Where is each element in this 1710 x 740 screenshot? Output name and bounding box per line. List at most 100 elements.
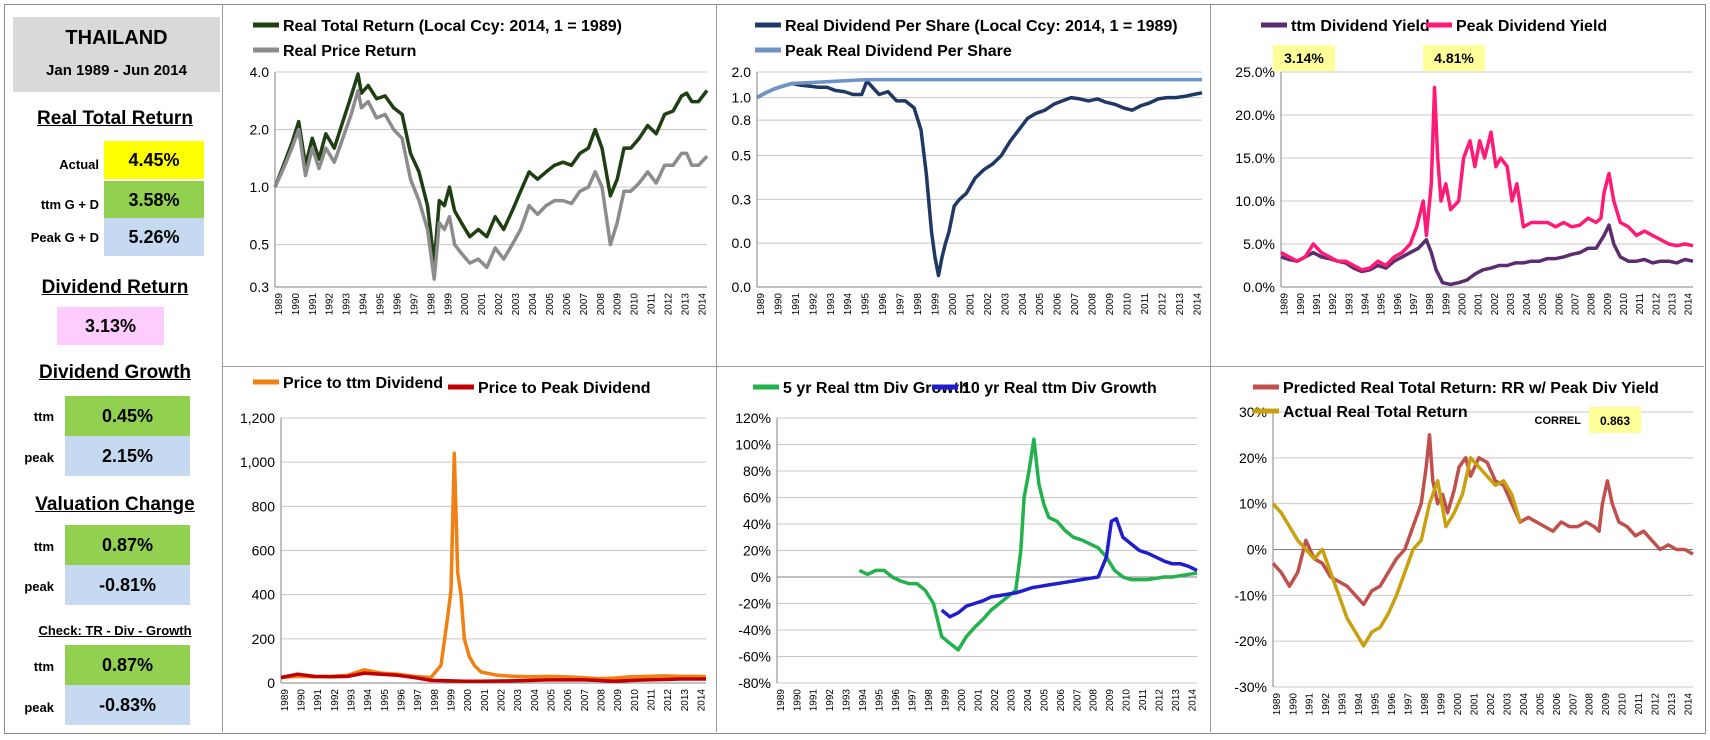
x-tick-label: 2001 xyxy=(965,293,976,316)
x-tick-label: 2001 xyxy=(1474,293,1485,316)
x-tick-label: 1997 xyxy=(409,293,420,316)
x-tick-label: 1999 xyxy=(1441,293,1452,316)
y-tick-label: 0.8 xyxy=(732,112,752,128)
price-to-dividend-chart: 0 200 400 600 800 1,000 1,200 1989 1990 1991 1992 1… xyxy=(240,375,708,712)
y-tick-label: 2.0 xyxy=(250,122,270,138)
column-divider-1 xyxy=(716,4,717,732)
x-tick-label: 2000 xyxy=(1457,293,1468,316)
legend-label: Price to ttm Dividend xyxy=(283,375,443,392)
dividend-return-value: 3.13% xyxy=(57,307,164,345)
row-divider xyxy=(222,366,1704,367)
x-tick-label: 2000 xyxy=(957,689,968,712)
y-tick-label: 100% xyxy=(735,437,771,453)
yield-badge-label: 3.14% xyxy=(1284,50,1324,66)
rtr-ttm-label: ttm G + D xyxy=(40,197,99,212)
x-tick-label: 2013 xyxy=(1667,293,1678,316)
x-tick-label: 2013 xyxy=(1667,693,1678,716)
x-tick-label: 1990 xyxy=(1288,693,1299,716)
dg-peak-value: 2.15% xyxy=(65,436,190,476)
y-tick-label: -30% xyxy=(1234,679,1267,695)
legend-label: ttm Dividend Yield xyxy=(1291,18,1430,35)
y-tick-label: -80% xyxy=(738,675,771,691)
x-tick-label: 1990 xyxy=(792,689,803,712)
x-tick-label: 1999 xyxy=(447,689,458,712)
x-tick-label: 2014 xyxy=(1192,293,1203,316)
x-tick-label: 2009 xyxy=(613,689,624,712)
series-line xyxy=(940,516,1198,619)
x-tick-label: 1991 xyxy=(308,293,319,316)
yield-badge-label: 4.81% xyxy=(1434,50,1474,66)
x-tick-label: 2002 xyxy=(1490,293,1501,316)
x-tick-label: 2000 xyxy=(948,293,959,316)
x-tick-label: 1989 xyxy=(280,689,291,712)
x-tick-label: 1999 xyxy=(443,293,454,316)
y-tick-label: 1,000 xyxy=(240,454,275,470)
y-tick-label: 0.0 xyxy=(732,235,752,251)
x-tick-label: 1995 xyxy=(861,293,872,316)
x-tick-label: 2000 xyxy=(1453,693,1464,716)
x-tick-label: 1991 xyxy=(1305,693,1316,716)
series-line xyxy=(1280,85,1694,272)
x-tick-label: 2003 xyxy=(1000,293,1011,316)
y-tick-label: 60% xyxy=(743,490,771,506)
y-tick-label: 5.0% xyxy=(1243,236,1275,252)
x-tick-label: 2010 xyxy=(630,689,641,712)
x-tick-label: 2010 xyxy=(1122,689,1133,712)
y-tick-label: 1.0 xyxy=(250,179,270,195)
y-tick-label: -10% xyxy=(1234,587,1267,603)
x-tick-label: 2014 xyxy=(697,293,708,316)
x-tick-label: 1997 xyxy=(1404,693,1415,716)
series-line xyxy=(273,88,709,281)
vc-peak-label: peak xyxy=(24,579,54,594)
x-tick-label: 1999 xyxy=(941,689,952,712)
x-tick-label: 1992 xyxy=(1328,293,1339,316)
y-tick-label: 200 xyxy=(252,631,276,647)
x-tick-label: 1992 xyxy=(330,689,341,712)
x-tick-label: 1993 xyxy=(347,689,358,712)
predicted-vs-actual-chart: -30% -20% -10% 0% 10% 20% 30% 1989 1990 1991 1992 1… xyxy=(1234,380,1694,716)
x-tick-label: 1991 xyxy=(791,293,802,316)
x-tick-label: 1992 xyxy=(1321,693,1332,716)
x-tick-label: 2011 xyxy=(1635,293,1646,315)
y-tick-label: 40% xyxy=(743,516,771,532)
x-tick-label: 2006 xyxy=(1552,693,1563,716)
x-tick-label: 1997 xyxy=(896,293,907,316)
x-tick-label: 1998 xyxy=(913,293,924,316)
y-tick-label: 10% xyxy=(1239,496,1267,512)
x-tick-label: 1995 xyxy=(1371,693,1382,716)
x-tick-label: 1991 xyxy=(809,689,820,712)
x-tick-label: 1989 xyxy=(1280,293,1291,316)
period-label: Jan 1989 - Jun 2014 xyxy=(46,62,187,79)
x-tick-label: 2001 xyxy=(480,689,491,712)
x-tick-label: 2004 xyxy=(1018,293,1029,316)
x-tick-label: 2002 xyxy=(497,689,508,712)
x-tick-label: 1989 xyxy=(1272,693,1283,716)
x-tick-label: 2011 xyxy=(647,293,658,315)
real-total-return-chart: 0.3 0.5 1.0 2.0 4.0 1989 1990 1991 1992 1993 1994 1… xyxy=(250,18,709,316)
x-tick-label: 2014 xyxy=(1684,293,1695,316)
x-tick-label: 1996 xyxy=(1393,293,1404,316)
legend-label: Real Dividend Per Share (Local Ccy: 2014… xyxy=(785,18,1178,35)
x-tick-label: 2007 xyxy=(1568,693,1579,716)
correl-value: 0.863 xyxy=(1600,414,1630,428)
x-tick-label: 1993 xyxy=(1344,293,1355,316)
y-tick-label: 0% xyxy=(1247,542,1267,558)
x-tick-label: 2005 xyxy=(1039,689,1050,712)
x-tick-label: 2012 xyxy=(1651,293,1662,316)
dg-peak-label: peak xyxy=(24,450,54,465)
x-tick-label: 1998 xyxy=(1425,293,1436,316)
y-tick-label: 600 xyxy=(252,543,276,559)
x-tick-label: 1993 xyxy=(1338,693,1349,716)
y-tick-label: 120% xyxy=(735,410,771,426)
x-tick-label: 2009 xyxy=(1601,693,1612,716)
rtr-actual-label: Actual xyxy=(59,157,99,172)
series-line xyxy=(1280,223,1694,287)
x-tick-label: 1998 xyxy=(1420,693,1431,716)
x-tick-label: 1997 xyxy=(413,689,424,712)
series-line xyxy=(756,79,1203,278)
x-tick-label: 1999 xyxy=(1437,693,1448,716)
x-tick-label: 1994 xyxy=(1361,293,1372,316)
x-tick-label: 2003 xyxy=(513,689,524,712)
x-tick-label: 2012 xyxy=(1157,293,1168,316)
dividend-growth-heading: Dividend Growth xyxy=(39,362,191,383)
